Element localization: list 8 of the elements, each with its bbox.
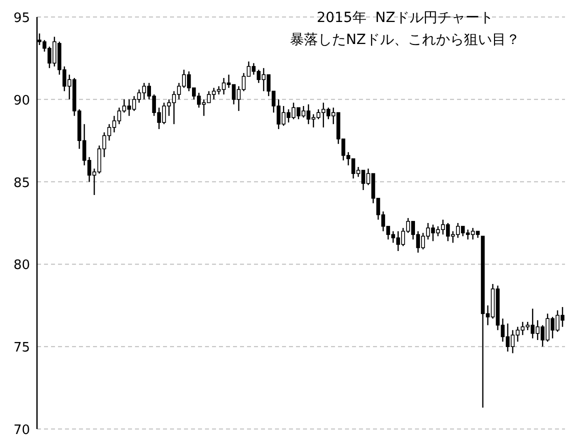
text: 暴落したNZドル、これから狙い目？ [290,32,520,48]
chart-title: 2015年 NZドル円チャート [316,10,494,26]
y-tick-label: 90 [13,93,30,108]
y-tick-label: 85 [13,176,30,191]
y-tick-label: 95 [13,11,30,26]
y-tick-label: 70 [13,423,30,438]
y-tick-label: 80 [13,258,30,274]
y-tick-label: 75 [13,340,30,356]
